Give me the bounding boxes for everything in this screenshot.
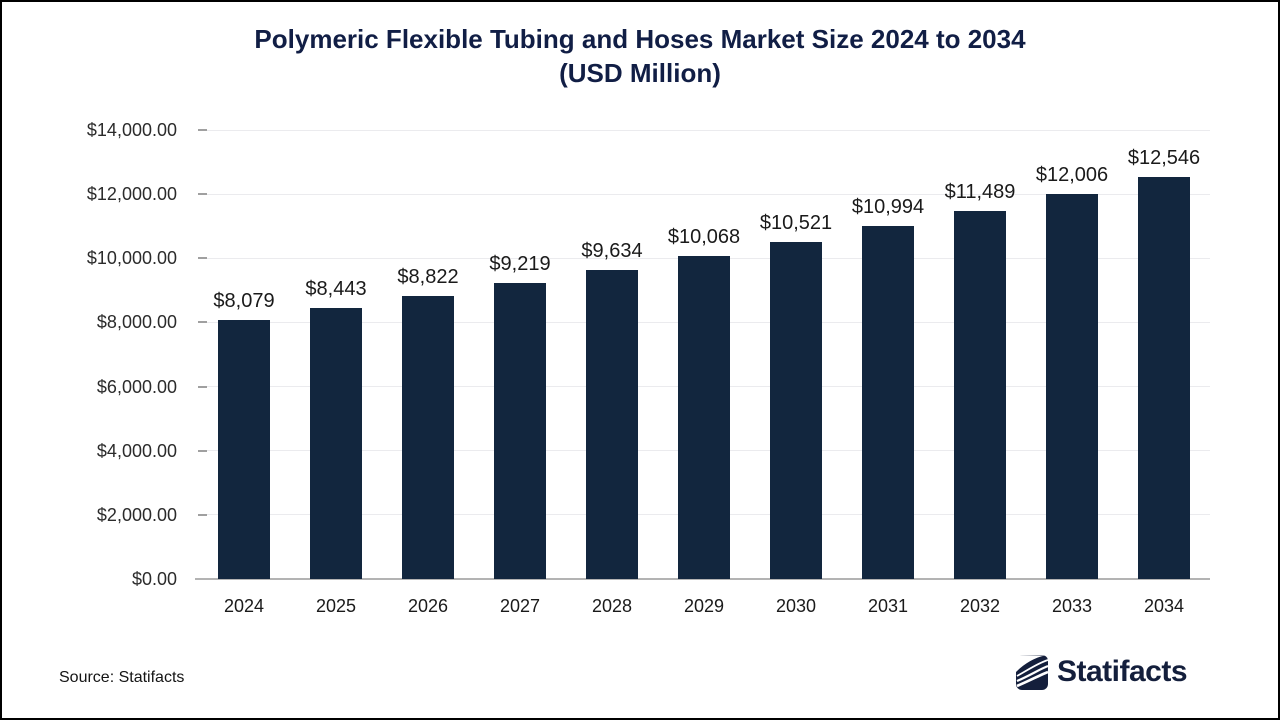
plot-area: $8,079 $8,443 $8,822 $9,219 $9,634 $10,068 $10…	[195, 129, 1210, 580]
bar-2025	[310, 308, 362, 579]
axis-tick	[198, 321, 207, 324]
bar-value-label: $10,068	[667, 226, 741, 249]
x-axis-label: 2034	[1143, 596, 1185, 616]
bar-value-label: $8,443	[305, 278, 367, 301]
x-axis-label: 2025	[315, 596, 357, 616]
x-axis-label: 2032	[959, 596, 1001, 616]
chart-title: Polymeric Flexible Tubing and Hoses Mark…	[2, 22, 1278, 90]
bar-2034	[1138, 176, 1190, 579]
x-axis-label: 2024	[223, 596, 265, 616]
y-axis-labels: $0.00 $2,000.00 $4,000.00 $6,000.00 $8,000.0…	[2, 2, 177, 718]
bar-2026	[402, 296, 454, 579]
brand-logo-text: Statifacts	[1057, 655, 1188, 688]
brand-logo: Statifacts	[1016, 652, 1188, 692]
gridline	[198, 129, 1210, 131]
chart-title-line2: (USD Million)	[559, 58, 721, 88]
bar-value-label: $9,219	[489, 253, 551, 276]
bar-value-label: $12,006	[1035, 163, 1109, 186]
bar-value-label: $12,546	[1127, 146, 1201, 169]
axis-tick	[198, 129, 207, 131]
bar-value-label: $8,079	[213, 289, 275, 312]
x-axis-label: 2033	[1051, 596, 1093, 616]
bar-2032	[954, 210, 1006, 579]
x-axis-label: 2028	[591, 596, 633, 616]
bar-value-label: $10,994	[851, 196, 925, 219]
axis-tick	[198, 385, 207, 388]
gridline	[198, 193, 1210, 195]
axis-tick	[198, 257, 207, 260]
x-axis-line	[195, 578, 1210, 580]
y-axis-label: $2,000.00	[96, 504, 177, 525]
statifacts-waves-icon	[1016, 655, 1049, 690]
x-axis-label: 2029	[683, 596, 725, 616]
x-axis-label: 2027	[499, 596, 541, 616]
bar-2024	[218, 319, 270, 579]
axis-tick	[198, 513, 207, 516]
y-axis-label: $10,000.00	[86, 248, 177, 269]
x-axis-label: 2031	[867, 596, 909, 616]
bar-2033	[1046, 193, 1098, 579]
x-axis-label: 2030	[775, 596, 817, 616]
bar-value-label: $8,822	[397, 266, 459, 289]
y-axis-label: $12,000.00	[86, 184, 177, 205]
axis-tick	[198, 449, 207, 452]
bar-value-label: $10,521	[759, 211, 833, 234]
bar-2027	[494, 283, 546, 579]
source-note: Source: Statifacts	[59, 669, 185, 686]
y-axis-label: $4,000.00	[96, 440, 177, 461]
x-axis-label: 2026	[407, 596, 449, 616]
axis-tick	[198, 193, 207, 196]
y-axis-label: $0.00	[131, 569, 177, 589]
bar-value-label: $11,489	[944, 180, 1016, 203]
bar-2029	[678, 256, 730, 579]
y-axis-label: $14,000.00	[86, 120, 177, 140]
bar-2031	[862, 226, 914, 579]
bar-value-label: $9,634	[581, 240, 643, 263]
y-axis-label: $6,000.00	[96, 376, 177, 397]
y-axis-label: $8,000.00	[96, 312, 177, 333]
bar-2028	[586, 270, 638, 579]
bar-2030	[770, 241, 822, 579]
chart-title-line1: Polymeric Flexible Tubing and Hoses Mark…	[254, 24, 1026, 54]
